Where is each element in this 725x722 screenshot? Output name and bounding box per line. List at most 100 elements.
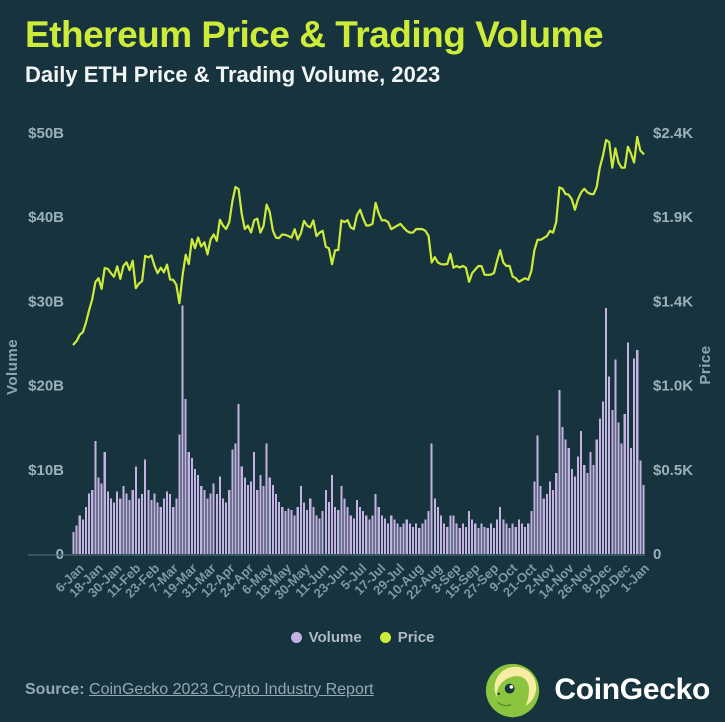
volume-bar bbox=[150, 500, 153, 554]
page-subtitle: Daily ETH Price & Trading Volume, 2023 bbox=[25, 62, 441, 87]
volume-bar bbox=[137, 498, 140, 554]
volume-bar bbox=[334, 506, 337, 554]
volume-bar bbox=[468, 511, 471, 554]
volume-bar bbox=[112, 502, 116, 554]
source-link[interactable]: CoinGecko 2023 Crypto Industry Report bbox=[89, 681, 374, 698]
volume-bar bbox=[636, 350, 639, 554]
volume-bar bbox=[293, 515, 296, 554]
volume-bar bbox=[570, 468, 573, 554]
volume-bar bbox=[477, 527, 480, 554]
volume-bar bbox=[552, 490, 555, 554]
volume-bar bbox=[583, 464, 586, 554]
volume-bar bbox=[639, 460, 642, 554]
volume-bar bbox=[533, 481, 536, 554]
volume-bar bbox=[318, 518, 321, 554]
volume-bar bbox=[187, 452, 190, 554]
coingecko-brand: CoinGecko bbox=[484, 662, 710, 719]
volume-bar bbox=[402, 523, 405, 554]
volume-bar bbox=[253, 452, 256, 554]
volume-bar bbox=[573, 476, 576, 554]
legend-label-price: Price bbox=[397, 628, 435, 646]
volume-bar bbox=[577, 456, 580, 554]
volume-bar bbox=[75, 525, 78, 554]
volume-bar bbox=[215, 494, 218, 554]
volume-bar bbox=[390, 515, 393, 554]
volume-bar bbox=[614, 359, 617, 554]
volume-bar bbox=[312, 506, 315, 554]
volume-bar bbox=[302, 502, 306, 554]
volume-bar bbox=[278, 501, 281, 554]
volume-bar bbox=[464, 527, 467, 554]
right-axis-tick: $1.4K bbox=[653, 293, 693, 310]
volume-bar bbox=[206, 498, 209, 554]
volume-bar bbox=[368, 519, 371, 554]
volume-bar bbox=[81, 519, 84, 554]
volume-bar bbox=[296, 506, 299, 554]
volume-bar bbox=[203, 490, 206, 554]
volume-bar bbox=[153, 493, 156, 554]
volume-swatch-icon bbox=[290, 631, 302, 643]
volume-bar bbox=[274, 494, 278, 554]
volume-bar bbox=[567, 447, 570, 554]
volume-bar bbox=[340, 485, 343, 554]
volume-bar bbox=[141, 494, 144, 554]
volume-bar bbox=[449, 515, 452, 554]
right-axis-title: Price bbox=[697, 345, 714, 384]
volume-bar bbox=[633, 358, 636, 554]
volume-bar bbox=[505, 523, 508, 554]
volume-bar bbox=[539, 485, 542, 554]
volume-bar bbox=[405, 519, 408, 554]
volume-bar bbox=[250, 481, 253, 554]
volume-bar bbox=[200, 485, 203, 554]
volume-bar bbox=[558, 389, 561, 554]
volume-bar bbox=[527, 523, 530, 554]
volume-bar bbox=[411, 527, 415, 554]
price-swatch-icon bbox=[379, 631, 391, 643]
volume-bar bbox=[424, 519, 427, 554]
volume-bar bbox=[246, 484, 249, 554]
volume-bar bbox=[626, 342, 629, 554]
volume-bar bbox=[508, 527, 511, 554]
volume-bar bbox=[100, 483, 103, 554]
volume-bar bbox=[271, 484, 274, 554]
volume-bar bbox=[365, 515, 368, 554]
volume-bar bbox=[225, 502, 228, 554]
volume-bar bbox=[321, 511, 324, 554]
volume-bar bbox=[542, 498, 545, 554]
volume-bar bbox=[408, 523, 411, 554]
right-axis-tick: $2.4K bbox=[653, 125, 693, 142]
volume-bar bbox=[524, 527, 527, 554]
volume-bar bbox=[371, 515, 374, 554]
volume-bar bbox=[611, 410, 614, 554]
volume-bar bbox=[471, 519, 474, 554]
volume-bar bbox=[430, 443, 433, 554]
volume-bar bbox=[520, 523, 524, 554]
volume-bar bbox=[536, 435, 539, 554]
volume-bar bbox=[212, 483, 215, 554]
volume-bar bbox=[94, 441, 97, 554]
volume-bar bbox=[580, 431, 583, 554]
volume-bar bbox=[474, 523, 477, 554]
price-line bbox=[72, 135, 645, 346]
volume-bar bbox=[162, 498, 165, 554]
volume-bar bbox=[629, 447, 633, 554]
volume-bar bbox=[172, 506, 175, 554]
volume-bar bbox=[240, 466, 243, 554]
legend-item-volume: Volume bbox=[290, 629, 362, 646]
volume-bar bbox=[281, 506, 284, 554]
volume-bar bbox=[181, 305, 184, 554]
volume-bar bbox=[458, 527, 461, 554]
volume-bar bbox=[387, 523, 390, 554]
volume-bar bbox=[218, 476, 221, 554]
volume-bar bbox=[106, 491, 109, 554]
right-axis-tick: 0 bbox=[653, 546, 661, 563]
volume-bar bbox=[165, 491, 169, 554]
volume-bar bbox=[88, 493, 91, 554]
volume-bar bbox=[72, 532, 75, 554]
price-volume-chart: $50B $2.4K $40B $1.9K $30B $1.4K $20B $1.0K $10B… bbox=[4, 125, 714, 602]
volume-bar bbox=[545, 494, 548, 554]
volume-bar bbox=[374, 494, 377, 554]
volume-bar bbox=[221, 498, 225, 554]
volume-bar bbox=[103, 452, 106, 554]
